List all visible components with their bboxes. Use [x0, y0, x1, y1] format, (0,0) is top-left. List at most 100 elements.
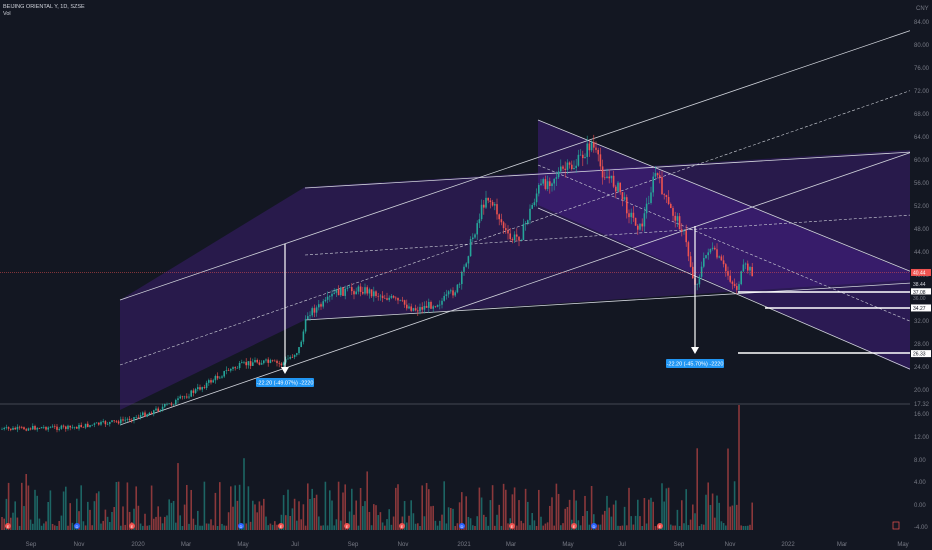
volume-bar: [674, 525, 676, 530]
volume-bar: [172, 500, 175, 530]
badge-circle[interactable]: [509, 523, 515, 529]
candle-body: [714, 247, 716, 250]
volume-bar: [91, 525, 93, 530]
time-tick-label: Jul: [291, 542, 299, 548]
event-badge[interactable]: E: [509, 523, 515, 529]
candle-body: [375, 291, 377, 297]
volume-bar: [280, 514, 283, 530]
candle-body: [282, 362, 285, 366]
badge-circle[interactable]: [278, 523, 284, 529]
candle-body: [335, 288, 338, 293]
candle-body: [302, 331, 305, 342]
time-tick-label: May: [562, 542, 573, 548]
badge-circle[interactable]: [129, 523, 135, 529]
candle-body: [480, 204, 483, 220]
candle-body: [619, 182, 621, 193]
volume-bar: [408, 515, 410, 530]
candle-body: [421, 307, 423, 310]
price-tick-label: 72.00: [914, 89, 930, 95]
candle-body: [205, 382, 208, 388]
event-badge[interactable]: D: [591, 523, 597, 529]
candle-body: [597, 149, 599, 155]
event-badge[interactable]: E: [399, 523, 405, 529]
volume-bar: [716, 495, 718, 530]
candle-body: [357, 286, 360, 292]
candle-body: [612, 175, 615, 187]
volume-bar: [621, 525, 624, 530]
candle-body: [124, 419, 126, 421]
price-axis[interactable]: 84.00 80.00 76.00 72.00 68.00 64.00 60.00 56.00…: [910, 0, 932, 550]
event-badge[interactable]: E: [344, 523, 350, 529]
volume-bar: [247, 486, 250, 530]
volume-bar: [258, 501, 261, 530]
volume-bar: [630, 516, 632, 530]
badge-box[interactable]: [892, 521, 900, 530]
candle-body: [740, 271, 742, 285]
volume-bar: [502, 483, 505, 530]
volume-bar: [586, 510, 588, 530]
badge-circle[interactable]: [459, 523, 465, 529]
event-badge[interactable]: E: [278, 523, 284, 529]
candle-body: [606, 176, 608, 179]
badge-circle[interactable]: [74, 523, 80, 529]
candle-body: [601, 166, 604, 178]
badge-circle[interactable]: [238, 523, 244, 529]
volume-bar: [617, 525, 619, 530]
volume-bar: [318, 516, 320, 530]
volume-bar: [648, 499, 650, 530]
volume-bar: [483, 514, 485, 530]
volume-bar: [190, 489, 192, 530]
volume-bar: [208, 523, 210, 530]
volume-bar: [513, 487, 516, 530]
time-tick-label: Sep: [26, 542, 37, 548]
volume-bar: [324, 481, 327, 530]
candle-body: [307, 316, 309, 320]
event-badge[interactable]: E: [5, 523, 11, 529]
candle-body: [727, 271, 729, 276]
volume-bar: [436, 525, 439, 530]
badge-label: E: [401, 524, 404, 529]
volume-bar: [494, 525, 496, 530]
event-badge[interactable]: D: [238, 523, 244, 529]
volume-tick-label: 12.00: [914, 435, 930, 441]
volume-bar: [527, 501, 529, 530]
event-badge[interactable]: D: [74, 523, 80, 529]
candle-body: [733, 283, 736, 287]
badge-circle[interactable]: [571, 523, 577, 529]
down-lower-line: [537, 207, 913, 371]
time-axis[interactable]: Sep Nov 2020 Mar May Jul Sep Nov 2021 Mar May Jul Se…: [0, 536, 932, 550]
badge-circle[interactable]: [399, 523, 405, 529]
badge-circle[interactable]: [344, 523, 350, 529]
badge-circle[interactable]: [657, 523, 663, 529]
candle-body: [298, 347, 300, 354]
volume-bar: [49, 490, 52, 530]
volume-bar: [392, 516, 395, 530]
candle-body: [208, 380, 210, 383]
volume-bar: [23, 506, 25, 530]
candle-body: [718, 256, 720, 258]
candle-body: [155, 408, 157, 411]
volume-bar: [696, 448, 698, 530]
event-badge[interactable]: E: [571, 523, 577, 529]
badge-circle[interactable]: [591, 523, 597, 529]
candle-body: [467, 256, 470, 264]
candle-body: [452, 290, 454, 296]
volume-bar: [109, 522, 111, 530]
volume-bar: [353, 514, 355, 530]
candle-body: [331, 293, 333, 297]
event-badge[interactable]: D: [459, 523, 465, 529]
candle-body: [190, 390, 192, 397]
event-badge[interactable]: E: [129, 523, 135, 529]
candle-body: [1, 429, 3, 430]
volume-bar: [78, 511, 80, 530]
candle-body: [274, 360, 276, 362]
volume-bar: [650, 497, 652, 530]
badge-circle[interactable]: [5, 523, 11, 529]
volume-bar: [16, 517, 19, 530]
volume-bar: [672, 525, 674, 530]
volume-bar: [390, 524, 393, 530]
candle-body: [201, 387, 203, 390]
event-badge[interactable]: E: [657, 523, 663, 529]
candle-body: [381, 295, 384, 299]
